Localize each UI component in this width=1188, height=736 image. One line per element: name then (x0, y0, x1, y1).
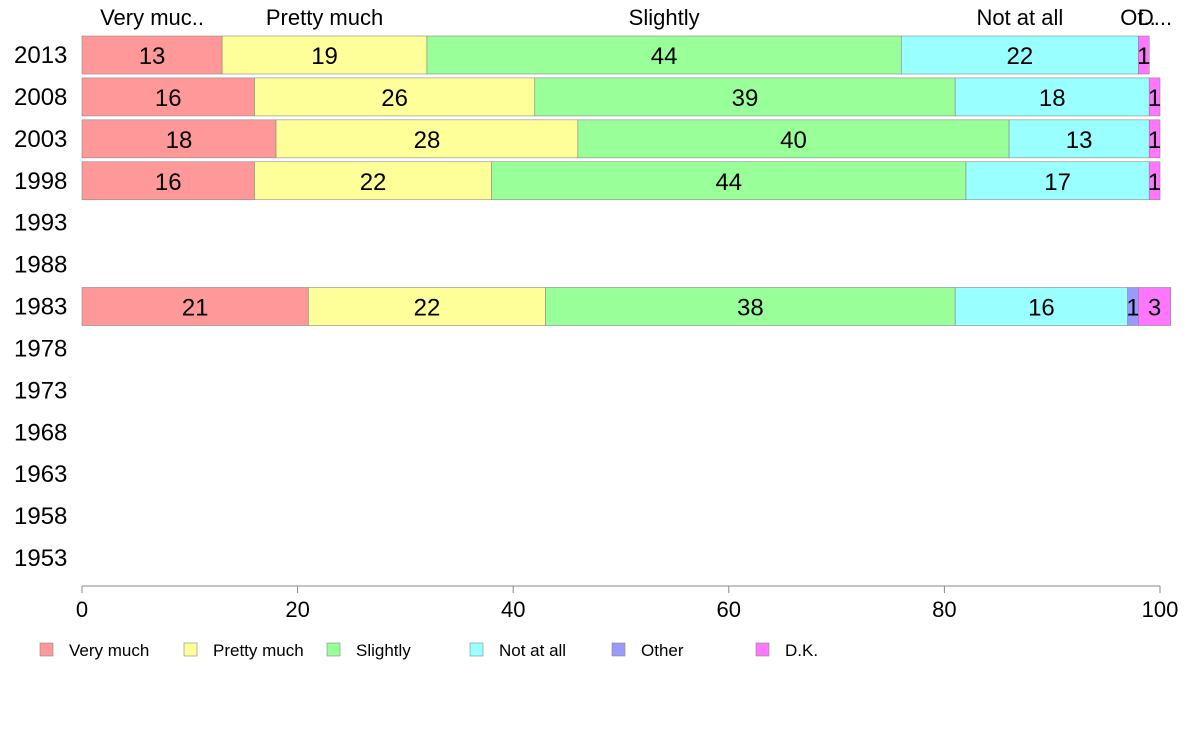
year-label: 2008 (14, 84, 67, 111)
bar-segment (577, 119, 1010, 159)
legend-swatch (755, 642, 770, 657)
legend-swatch (469, 642, 484, 657)
bar-segment (81, 287, 309, 326)
bar-segment (81, 77, 255, 117)
x-tick-label: 60 (717, 597, 741, 622)
year-axis-labels: 2013 2008 2003 1998 1993 1988 1983 1978 1973 1968… (14, 42, 67, 572)
bar-segment (1138, 35, 1150, 75)
bar-value-label: 38 (737, 295, 764, 322)
year-label: 1993 (14, 210, 67, 237)
bar-value-label: 40 (780, 127, 807, 154)
bar-segment (534, 77, 956, 117)
bar-segment (954, 77, 1150, 117)
bar-segment (1138, 287, 1172, 326)
x-tick-label: 40 (501, 597, 525, 622)
bar-value-label: 1 (1148, 85, 1161, 112)
x-tick-label: 0 (76, 597, 88, 622)
x-tick-label: 20 (285, 597, 309, 622)
bar-segment (275, 119, 579, 159)
bar-value-label: 22 (1007, 43, 1034, 70)
x-axis: 0 20 40 60 80 100 (76, 585, 1179, 622)
bar-value-label: 16 (1028, 295, 1055, 322)
year-label: 2013 (14, 42, 67, 69)
bar-segment (254, 161, 492, 201)
bar-value-label: 13 (139, 43, 166, 70)
column-header-label: Not at all (976, 5, 1063, 30)
x-tick-label: 80 (932, 597, 956, 622)
bar-value-label: 18 (166, 127, 193, 154)
bar-segment (254, 77, 536, 117)
bar-segment (1148, 119, 1161, 159)
column-header-label: Pretty much (266, 5, 383, 30)
bar-value-label: 1 (1148, 127, 1161, 154)
bar-value-label: 1 (1137, 43, 1150, 70)
year-label: 1988 (14, 252, 67, 279)
bar-value-label: 1 (1148, 169, 1161, 196)
bar-segment (81, 35, 223, 75)
column-header-label: Slightly (629, 5, 700, 30)
year-label: 1983 (14, 294, 67, 321)
bar-value-label: 1 (1126, 295, 1139, 322)
bar-value-label: 16 (155, 85, 182, 112)
bar-value-label: 22 (360, 169, 387, 196)
legend-label: Other (641, 641, 684, 660)
year-label: 1953 (14, 545, 67, 572)
legend-label: Very much (69, 641, 149, 660)
legend-swatch (183, 642, 198, 657)
legend-label: Slightly (356, 641, 411, 660)
bar-segment (1008, 119, 1150, 159)
bar-value-label: 44 (715, 169, 742, 196)
bar-segment (81, 119, 277, 159)
year-label: 1978 (14, 335, 67, 362)
bar-segment (221, 35, 428, 75)
bar-value-label: 3 (1148, 295, 1161, 322)
year-label: 1968 (14, 419, 67, 446)
bar-segment (81, 161, 255, 201)
bar-value-label: 22 (414, 295, 441, 322)
year-label: 2003 (14, 126, 67, 153)
column-header-label: Very muc.. (100, 5, 204, 30)
legend-swatch (611, 642, 626, 657)
bar-segment (491, 161, 967, 201)
bar-segment (1148, 77, 1161, 117)
bar-value-label: 26 (381, 85, 408, 112)
column-header-labels: Very muc.. Pretty much Slightly Not at all O… (100, 5, 1172, 30)
bar-value-label: 19 (311, 43, 338, 70)
bar-segment (545, 287, 956, 326)
bar-segment (900, 35, 1139, 75)
column-header-label: D... (1138, 5, 1172, 30)
bar-value-label: 39 (732, 85, 759, 112)
x-tick-label: 100 (1142, 597, 1179, 622)
legend-label: Pretty much (213, 641, 304, 660)
year-label: 1998 (14, 168, 67, 195)
bar-value-label: 44 (651, 43, 678, 70)
year-label: 1958 (14, 503, 67, 530)
legend-swatch (326, 642, 341, 657)
bar-value-label: 13 (1066, 127, 1093, 154)
legend-label: D.K. (785, 641, 818, 660)
bar-segment (308, 287, 546, 326)
year-label: 1973 (14, 377, 67, 404)
legend-swatch (39, 642, 54, 657)
bar-segment (1148, 161, 1161, 201)
bar-segment (954, 287, 1128, 326)
bar-value-label: 21 (182, 295, 209, 322)
bar-segment (965, 161, 1150, 201)
bar-value-label: 28 (414, 127, 441, 154)
year-label: 1963 (14, 461, 67, 488)
bar-segment (426, 35, 902, 75)
bar-value-label: 17 (1044, 169, 1071, 196)
legend: Very much Pretty much Slightly Not at all Ot… (39, 641, 818, 660)
legend-label: Not at all (499, 641, 566, 660)
bar-value-label: 18 (1039, 85, 1066, 112)
column-header-label: Ot.. (1120, 5, 1155, 30)
bar-value-label: 16 (155, 169, 182, 196)
bars: 13 19 44 22 116 26 39 18 118 28 40 13 116 22 44 17 121 22… (81, 35, 1172, 326)
